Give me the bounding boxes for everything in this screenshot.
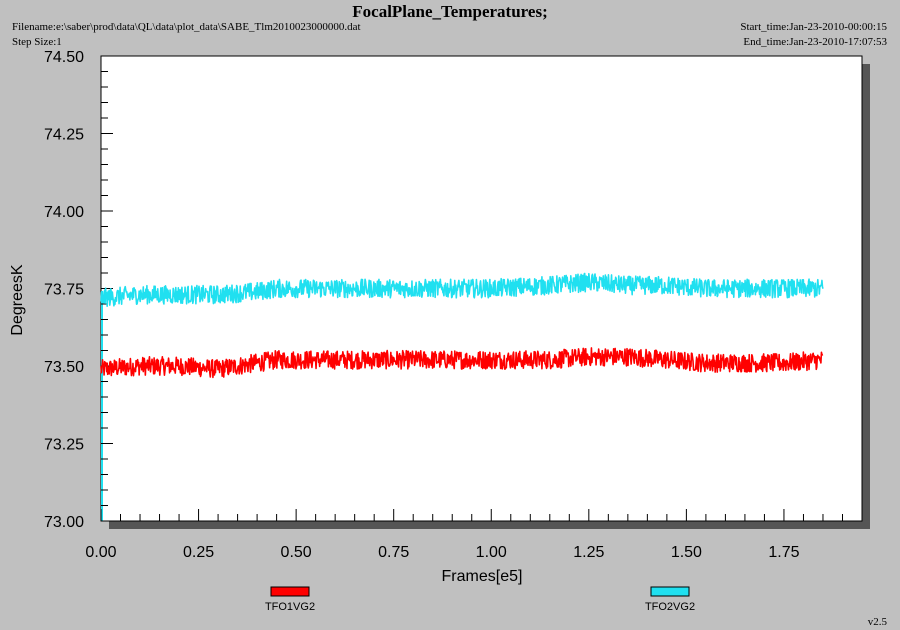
y-tick-label: 74.00 xyxy=(44,204,84,221)
end-time-label: End_time:Jan-23-2010-17:07:53 xyxy=(743,36,887,48)
series-line-tfo1vg2 xyxy=(100,347,824,379)
series-line-tfo2vg2 xyxy=(100,272,824,307)
legend-swatch-tfo1vg2 xyxy=(270,586,310,597)
y-tick-label: 73.50 xyxy=(44,359,84,376)
y-tick-label: 74.50 xyxy=(44,49,84,66)
x-tick-label: 1.00 xyxy=(476,544,507,561)
x-tick-label: 0.50 xyxy=(281,544,312,561)
x-axis-label: Frames[e5] xyxy=(442,568,523,585)
y-tick-label: 73.75 xyxy=(44,282,84,299)
x-tick-label: 0.00 xyxy=(85,544,116,561)
chart-title: FocalPlane_Temperatures; xyxy=(352,2,548,21)
x-tick-label: 1.50 xyxy=(671,544,702,561)
x-tick-label: 1.25 xyxy=(573,544,604,561)
version-label: v2.5 xyxy=(867,616,887,628)
y-tick-label: 73.25 xyxy=(44,437,84,454)
legend-label-tfo1vg2: TFO1VG2 xyxy=(265,601,315,613)
y-tick-label: 74.25 xyxy=(44,127,84,144)
filename-label: Filename:e:\saber\prod\data\QL\data\plot… xyxy=(12,21,361,33)
legend-swatch-tfo2vg2 xyxy=(650,586,690,597)
y-tick-label: 73.00 xyxy=(44,514,84,531)
start-time-label: Start_time:Jan-23-2010-00:00:15 xyxy=(740,21,887,33)
step-size-label: Step Size:1 xyxy=(12,36,62,48)
x-tick-label: 0.25 xyxy=(183,544,214,561)
x-tick-label: 1.75 xyxy=(768,544,799,561)
x-tick-label: 0.75 xyxy=(378,544,409,561)
legend-label-tfo2vg2: TFO2VG2 xyxy=(645,601,695,613)
y-axis-label: DegreesK xyxy=(9,264,26,335)
